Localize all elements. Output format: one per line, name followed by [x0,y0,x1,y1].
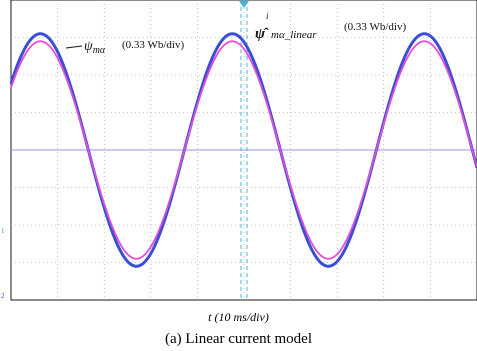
psi-hat-superscript: i [266,11,269,21]
psi-hat-scale: (0.33 Wb/div) [344,21,406,33]
psi-scale: (0.33 Wb/div) [122,39,184,51]
series-psi-hat-linear [10,40,477,260]
x-axis-label: t (10 ms/div) [208,310,269,324]
traces [9,32,477,268]
psi-label: ψmα [84,39,106,56]
figure-caption: (a) Linear current model [164,331,312,347]
psi-pointer-line [65,45,83,49]
channel-marker-2: 2 [1,292,5,300]
channel-marker-1: 1 [1,227,5,235]
trigger-marker-icon [239,1,249,8]
psi-hat-subscript: mα_linear [271,29,317,41]
